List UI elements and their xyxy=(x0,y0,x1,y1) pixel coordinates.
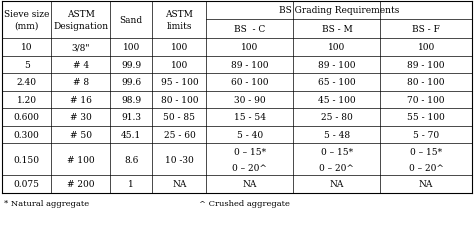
Text: # 50: # 50 xyxy=(70,130,92,139)
Text: 100: 100 xyxy=(123,43,140,52)
Text: 1.20: 1.20 xyxy=(17,95,36,104)
Text: 8.6: 8.6 xyxy=(124,155,138,164)
Text: 10 -30: 10 -30 xyxy=(165,155,194,164)
Text: 100: 100 xyxy=(328,43,346,52)
Text: 98.9: 98.9 xyxy=(121,95,141,104)
Text: NA: NA xyxy=(172,180,187,188)
Text: ASTM
Designation: ASTM Designation xyxy=(53,10,108,31)
Text: ^ Crushed aggregate: ^ Crushed aggregate xyxy=(200,199,290,207)
Text: Sand: Sand xyxy=(120,16,143,25)
Text: 80 - 100: 80 - 100 xyxy=(408,78,445,87)
Text: 5 - 40: 5 - 40 xyxy=(237,130,263,139)
Text: 0.075: 0.075 xyxy=(14,180,40,188)
Text: BS - F: BS - F xyxy=(412,25,440,34)
Text: # 8: # 8 xyxy=(73,78,89,87)
Text: 2.40: 2.40 xyxy=(17,78,36,87)
Text: 100: 100 xyxy=(241,43,258,52)
Text: 91.3: 91.3 xyxy=(121,113,141,122)
Text: 0.600: 0.600 xyxy=(14,113,40,122)
Text: 50 - 85: 50 - 85 xyxy=(164,113,195,122)
Text: 0.150: 0.150 xyxy=(14,155,40,164)
Text: 45.1: 45.1 xyxy=(121,130,141,139)
Text: 65 - 100: 65 - 100 xyxy=(318,78,356,87)
Text: # 4: # 4 xyxy=(73,61,89,70)
Text: 89 - 100: 89 - 100 xyxy=(231,61,269,70)
Text: NA: NA xyxy=(330,180,344,188)
Text: 60 - 100: 60 - 100 xyxy=(231,78,269,87)
Text: 80 - 100: 80 - 100 xyxy=(161,95,198,104)
Text: BS  - C: BS - C xyxy=(234,25,265,34)
Text: 5 - 70: 5 - 70 xyxy=(413,130,439,139)
Text: BS - M: BS - M xyxy=(321,25,352,34)
Text: 100: 100 xyxy=(171,43,188,52)
Text: Sieve size
(mm): Sieve size (mm) xyxy=(4,10,49,31)
Text: NA: NA xyxy=(243,180,257,188)
Text: 89 - 100: 89 - 100 xyxy=(408,61,445,70)
Text: 95 - 100: 95 - 100 xyxy=(161,78,198,87)
Text: 0 – 15*
0 – 20^: 0 – 15* 0 – 20^ xyxy=(232,147,267,172)
Text: 70 - 100: 70 - 100 xyxy=(408,95,445,104)
Text: # 100: # 100 xyxy=(67,155,94,164)
Text: 99.9: 99.9 xyxy=(121,61,141,70)
Text: 15 - 54: 15 - 54 xyxy=(234,113,266,122)
Text: 5: 5 xyxy=(24,61,29,70)
Text: 0.300: 0.300 xyxy=(14,130,39,139)
Text: * Natural aggregate: * Natural aggregate xyxy=(4,199,89,207)
Text: # 30: # 30 xyxy=(70,113,91,122)
Text: 45 - 100: 45 - 100 xyxy=(318,95,356,104)
Text: BS Grading Requirements: BS Grading Requirements xyxy=(279,6,400,15)
Text: 99.6: 99.6 xyxy=(121,78,141,87)
Text: # 200: # 200 xyxy=(67,180,94,188)
Text: 89 - 100: 89 - 100 xyxy=(318,61,356,70)
Text: 3/8": 3/8" xyxy=(72,43,90,52)
Text: 25 - 80: 25 - 80 xyxy=(321,113,353,122)
Text: 5 - 48: 5 - 48 xyxy=(324,130,350,139)
Text: 25 - 60: 25 - 60 xyxy=(164,130,195,139)
Text: 10: 10 xyxy=(21,43,32,52)
Text: ASTM
limits: ASTM limits xyxy=(165,10,193,31)
Text: 100: 100 xyxy=(171,61,188,70)
Text: 100: 100 xyxy=(418,43,435,52)
Text: 0 – 15*
0 – 20^: 0 – 15* 0 – 20^ xyxy=(319,147,354,172)
Text: 30 - 90: 30 - 90 xyxy=(234,95,266,104)
Text: # 16: # 16 xyxy=(70,95,91,104)
Text: NA: NA xyxy=(419,180,433,188)
Text: 55 - 100: 55 - 100 xyxy=(407,113,445,122)
Text: 0 – 15*
0 – 20^: 0 – 15* 0 – 20^ xyxy=(409,147,444,172)
Text: 1: 1 xyxy=(128,180,134,188)
